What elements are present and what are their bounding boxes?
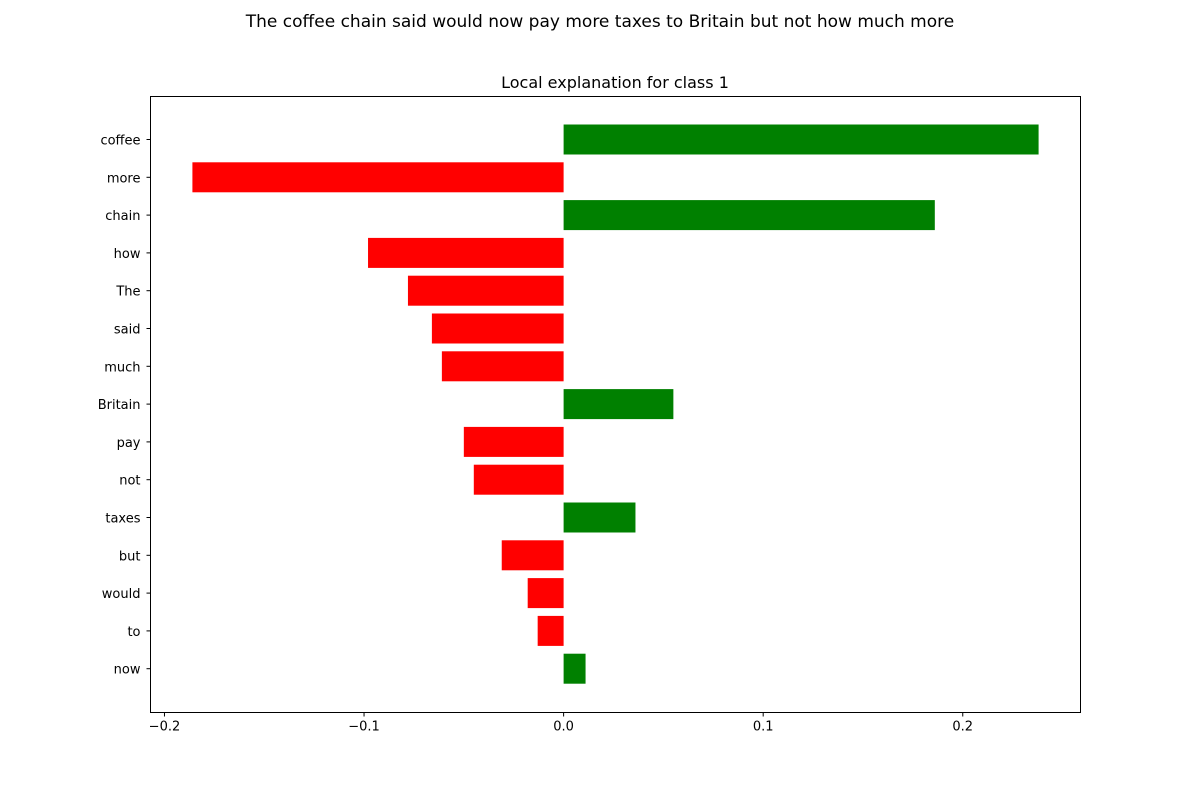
y-tick-label: would [102,587,141,602]
x-tick-label: 0.1 [753,720,774,735]
bar-to [537,615,564,646]
y-tick-labels: coffee more chain how The said much Britain pay n… [98,134,151,678]
y-tick-label: but [119,549,141,564]
bar-more [192,162,564,193]
bar-chain [563,200,935,231]
bar-not [473,464,564,495]
y-tick-label: now [114,663,141,678]
y-tick-label: to [127,625,140,640]
bar-coffee [563,124,1039,155]
bar-said [431,313,564,344]
y-tick-label: Britain [98,398,141,413]
bar-britain [563,389,674,420]
y-tick-label: more [107,171,141,186]
y-tick-label: taxes [105,512,140,527]
x-tick-label: 0.2 [952,720,973,735]
x-tick-label: −0.1 [348,720,380,735]
bar-much [441,351,564,382]
bar-but [501,540,564,571]
y-tick-label: chain [105,209,140,224]
y-tick-label: said [114,323,141,338]
bar-now [563,653,586,684]
bar-would [527,578,564,609]
y-tick-label: how [114,247,141,262]
bar-taxes [563,502,636,533]
bar-the [407,275,564,306]
plot-frame [150,96,1081,713]
x-ticks: −0.2 −0.1 0.0 0.1 0.2 [149,712,973,735]
chart-title: Local explanation for class 1 [501,73,729,92]
y-tick-label: much [104,360,140,375]
y-tick-label: pay [117,436,141,451]
figure-suptitle: The coffee chain said would now pay more… [245,12,955,32]
y-tick-label: The [115,285,140,300]
bar-how [368,237,564,268]
y-tick-label: coffee [100,134,140,149]
y-tick-label: not [119,474,140,489]
bar-pay [463,426,564,457]
x-tick-label: −0.2 [149,720,181,735]
bars-group [192,124,1039,684]
x-tick-label: 0.0 [553,720,574,735]
